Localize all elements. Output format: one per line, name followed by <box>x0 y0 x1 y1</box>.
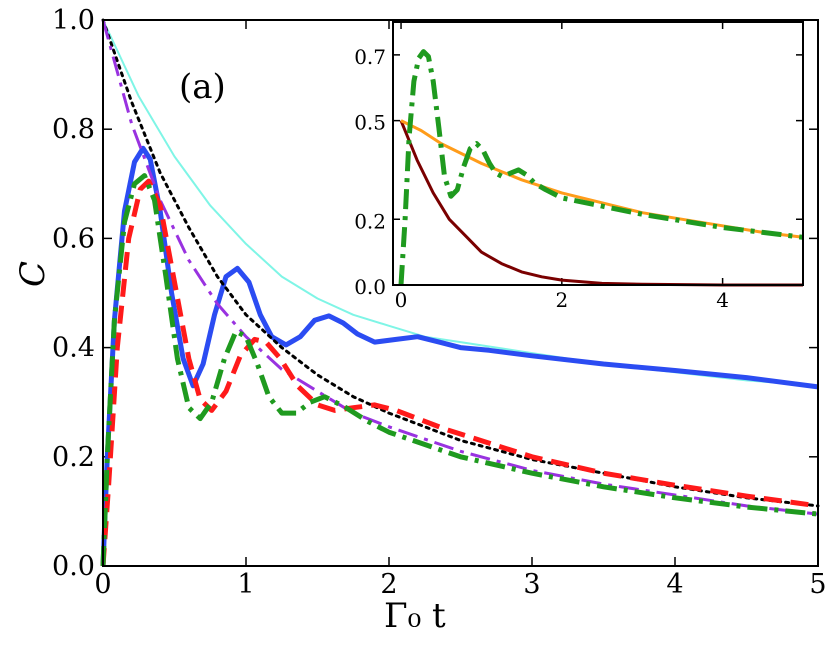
main-plot <box>100 18 820 567</box>
inset-x-tick-label: 0 <box>395 288 408 312</box>
main-y-tick-label: 0.4 <box>52 333 95 364</box>
main-y-tick-label: 0.2 <box>52 442 95 473</box>
inset-plot-frame <box>392 21 804 286</box>
x-axis-label: Γ₀ t <box>384 596 446 636</box>
main-y-tick-label: 0.0 <box>52 551 95 582</box>
main-x-tick-label: 1 <box>237 569 254 600</box>
y-axis-label: C <box>13 261 53 287</box>
panel-annotation: (a) <box>179 67 226 107</box>
inset-tick-labels: 0 2 4 0.0 0.2 0.5 0.7 <box>354 45 729 312</box>
inset-y-tick-label: 0.2 <box>354 209 386 233</box>
main-y-tick-label: 1.0 <box>52 5 95 36</box>
inset-x-tick-label: 2 <box>555 288 568 312</box>
inset-background <box>393 22 803 285</box>
main-x-tick-label: 5 <box>809 569 826 600</box>
main-y-tick-label: 0.6 <box>52 223 95 254</box>
main-x-tick-label: 0 <box>94 569 111 600</box>
main-x-tick-label: 2 <box>380 569 397 600</box>
inset-x-tick-label: 4 <box>716 288 729 312</box>
main-series-dashed-red <box>100 178 819 567</box>
main-tick-labels: 0 1 2 3 4 5 0.0 0.2 0.4 0.6 0.8 1.0 <box>52 5 827 600</box>
inset-y-tick-label: 0.5 <box>354 111 386 135</box>
main-series-dashdot-green <box>100 173 819 567</box>
inset-series-dashdot-green <box>398 49 804 286</box>
main-y-tick-label: 0.8 <box>52 114 95 145</box>
main-plot-frame <box>102 19 819 567</box>
inset-y-tick-label: 0.0 <box>354 275 386 299</box>
inset-y-tick-label: 0.7 <box>354 45 386 69</box>
main-x-tick-label: 3 <box>523 569 540 600</box>
main-x-tick-label: 4 <box>666 569 683 600</box>
